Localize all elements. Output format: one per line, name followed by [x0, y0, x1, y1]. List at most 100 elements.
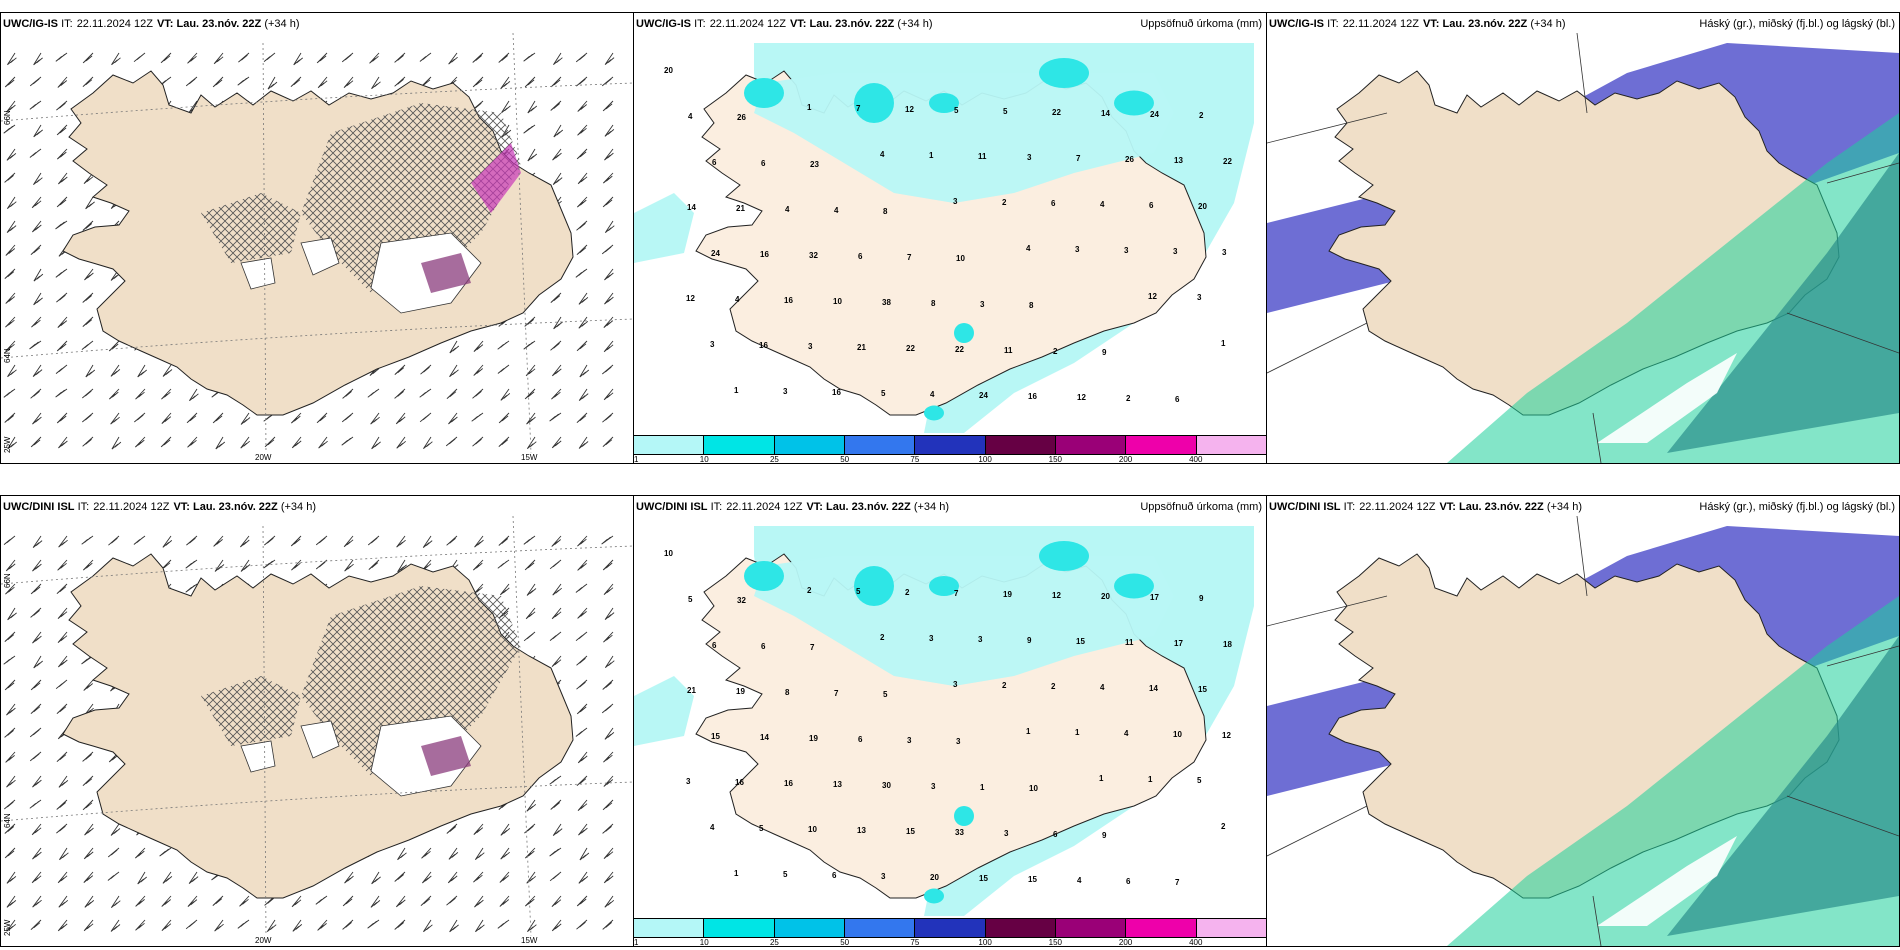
precip-value: 24	[711, 249, 720, 258]
wind-barb	[550, 340, 562, 351]
wind-barb	[579, 364, 590, 378]
precip-area-mid	[1039, 58, 1089, 88]
wind-barb	[524, 823, 536, 834]
wind-barb	[110, 919, 121, 932]
precip-value: 33	[955, 828, 964, 837]
wind-barb	[576, 919, 588, 930]
colorbar-swatch	[774, 919, 845, 937]
wind-barb	[317, 919, 328, 931]
wind-barb	[31, 871, 42, 884]
wind-barb	[212, 76, 224, 88]
wind-barb	[240, 559, 251, 572]
wind-barb	[187, 436, 198, 448]
cloud-map	[1267, 515, 1899, 946]
wind-barb	[290, 76, 302, 88]
wind-barb	[83, 919, 94, 932]
wind-barb	[447, 871, 458, 884]
wind-barb	[85, 196, 95, 210]
wind-barb	[189, 388, 199, 402]
precip-value: 15	[1028, 875, 1037, 884]
wind-barb	[32, 631, 42, 644]
wind-barb	[291, 895, 302, 908]
it-label: IT:	[77, 501, 90, 513]
wind-barb	[471, 412, 484, 422]
wind-barb	[135, 388, 146, 400]
wind-barb	[82, 76, 94, 88]
precip-value: 20	[1198, 202, 1207, 211]
vt-value: Lau. 23.nóv. 22Z	[809, 18, 895, 30]
wind-barb	[185, 559, 198, 569]
lead-time: (+34 h)	[897, 18, 933, 30]
precip-value: 22	[1223, 157, 1232, 166]
wind-barb	[290, 535, 302, 547]
wind-barb	[56, 340, 68, 352]
wind-map	[1, 32, 633, 454]
wind-barb	[266, 919, 277, 933]
wind-barb	[33, 124, 43, 138]
precip-value: 15	[1198, 685, 1207, 694]
wind-barb	[578, 823, 588, 836]
wind-barb	[577, 799, 588, 812]
precip-value: 26	[1125, 155, 1134, 164]
panel-header: UWC/IG-IS IT: 22.11.2024 12Z VT: Lau. 23.n…	[1269, 15, 1895, 33]
wind-barb	[186, 535, 198, 546]
precip-value: 4	[1100, 200, 1105, 209]
cloud-map	[1267, 32, 1899, 463]
precip-value: 11	[978, 152, 987, 161]
wind-barb	[110, 364, 121, 377]
wind-barb	[110, 412, 120, 425]
wind-barb	[473, 364, 484, 376]
wind-barb	[578, 871, 589, 884]
wind-barb	[82, 220, 94, 231]
wind-barb	[473, 340, 484, 352]
wind-barb	[6, 220, 17, 233]
precip-value: 14	[1149, 684, 1158, 693]
wind-barb	[344, 871, 354, 884]
wind-barb	[577, 559, 588, 571]
precip-values: 1032753109756731669686334171819193033152…	[664, 549, 1232, 887]
wind-barb	[82, 751, 94, 762]
lon-label-25: 25W	[3, 436, 12, 453]
region-border	[1267, 805, 1368, 857]
wind-barb	[58, 775, 69, 788]
precip-value: 6	[712, 641, 717, 650]
region-border	[1786, 312, 1899, 354]
vt-label: VT:	[1439, 501, 1456, 513]
wind-barb	[56, 751, 68, 763]
lead-time: (+34 h)	[1530, 18, 1566, 30]
wind-barb	[137, 871, 147, 885]
wind-barb	[290, 412, 302, 424]
wind-barb	[291, 436, 302, 449]
precip-value: 3	[808, 342, 813, 351]
wind-barb	[237, 76, 250, 86]
precip-area-mid	[954, 323, 974, 343]
wind-barb	[577, 100, 588, 112]
wind-barb	[549, 847, 562, 857]
wind-barb	[82, 316, 94, 327]
wind-barb	[576, 148, 588, 160]
vt-value: Lau. 23.nóv. 22Z	[193, 501, 278, 513]
precip-value: 8	[931, 299, 936, 308]
wind-barb	[57, 871, 68, 884]
wind-barb	[341, 412, 354, 423]
wind-barb	[59, 847, 69, 861]
heavy-precip-area	[471, 143, 521, 213]
wind-barb	[551, 436, 562, 449]
wind-barb	[603, 340, 614, 353]
precip-value: 3	[1124, 246, 1129, 255]
wind-barb	[162, 364, 173, 377]
vt-value: Lau. 23.nóv. 22Z	[176, 18, 262, 30]
wind-barb	[472, 76, 484, 88]
lat-lon-grid	[1, 515, 633, 937]
wind-barb	[81, 535, 94, 545]
colorbar-swatch	[1126, 919, 1197, 937]
precip-value: 3	[907, 736, 912, 745]
panel-header: UWC/IG-IS IT: 22.11.2024 12Z VT: Lau. 23.n…	[3, 15, 629, 33]
wind-barb	[56, 148, 68, 160]
wind-barb	[32, 559, 42, 572]
wind-barb	[4, 679, 16, 691]
wind-barb	[422, 535, 433, 548]
precip-area-light	[634, 193, 694, 263]
wind-barb	[344, 559, 354, 572]
wind-barb	[551, 895, 562, 908]
